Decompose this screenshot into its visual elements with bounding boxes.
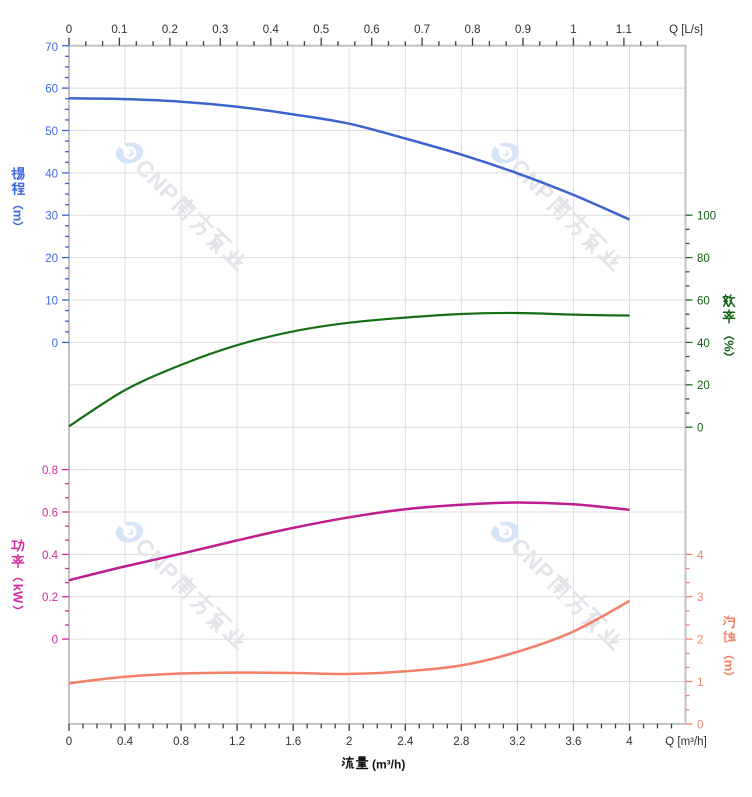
svg-text:80: 80 [697,253,710,265]
svg-text:2: 2 [346,736,352,748]
svg-text:10: 10 [45,295,58,307]
svg-text:0: 0 [52,635,58,647]
svg-text:60: 60 [697,295,710,307]
svg-text:4: 4 [697,550,704,562]
svg-text:3.2: 3.2 [509,736,525,748]
svg-text:1.6: 1.6 [285,736,301,748]
svg-text:0.4: 0.4 [117,736,134,748]
svg-text:0.6: 0.6 [364,24,380,36]
svg-text:0.9: 0.9 [515,24,531,36]
svg-text:m: m [11,210,26,222]
svg-text:1: 1 [570,24,576,36]
svg-text:0.1: 0.1 [111,24,127,36]
svg-text:0.8: 0.8 [465,24,481,36]
svg-text:2: 2 [697,635,703,647]
svg-text:100: 100 [697,211,716,223]
svg-text:0: 0 [52,338,58,350]
svg-text:0.4: 0.4 [42,550,59,562]
svg-text:20: 20 [697,380,710,392]
svg-text:Q [m³/h]: Q [m³/h] [665,736,707,748]
svg-text:0: 0 [697,719,703,731]
svg-text:0.8: 0.8 [42,465,58,477]
svg-text:0: 0 [66,24,72,36]
svg-text:60: 60 [45,84,58,96]
svg-text:%: % [722,340,737,352]
svg-text:2.4: 2.4 [397,736,414,748]
svg-text:0: 0 [66,736,72,748]
svg-text:40: 40 [697,338,710,350]
svg-text:1: 1 [697,677,703,689]
svg-text:0.4: 0.4 [263,24,280,36]
svg-text:0.2: 0.2 [162,24,178,36]
svg-text:0.6: 0.6 [42,507,58,519]
svg-text:m: m [722,660,737,672]
svg-text:40: 40 [45,168,58,180]
svg-text:1.1: 1.1 [616,24,632,36]
svg-text:0.3: 0.3 [212,24,228,36]
svg-text:50: 50 [45,126,58,138]
svg-text:kW: kW [11,584,26,604]
svg-text:30: 30 [45,211,58,223]
svg-text:70: 70 [45,42,58,54]
svg-text:0.5: 0.5 [313,24,329,36]
svg-text:3.6: 3.6 [565,736,581,748]
svg-text:0.8: 0.8 [173,736,189,748]
svg-text:20: 20 [45,253,58,265]
svg-text:0: 0 [697,423,703,435]
svg-text:Q [L/s]: Q [L/s] [669,24,703,36]
svg-text:(m³/h): (m³/h) [372,758,405,772]
svg-text:2.8: 2.8 [453,736,469,748]
svg-text:3: 3 [697,592,703,604]
svg-text:0.2: 0.2 [42,592,58,604]
svg-text:4: 4 [626,736,633,748]
svg-text:0.7: 0.7 [414,24,430,36]
svg-text:1.2: 1.2 [229,736,245,748]
